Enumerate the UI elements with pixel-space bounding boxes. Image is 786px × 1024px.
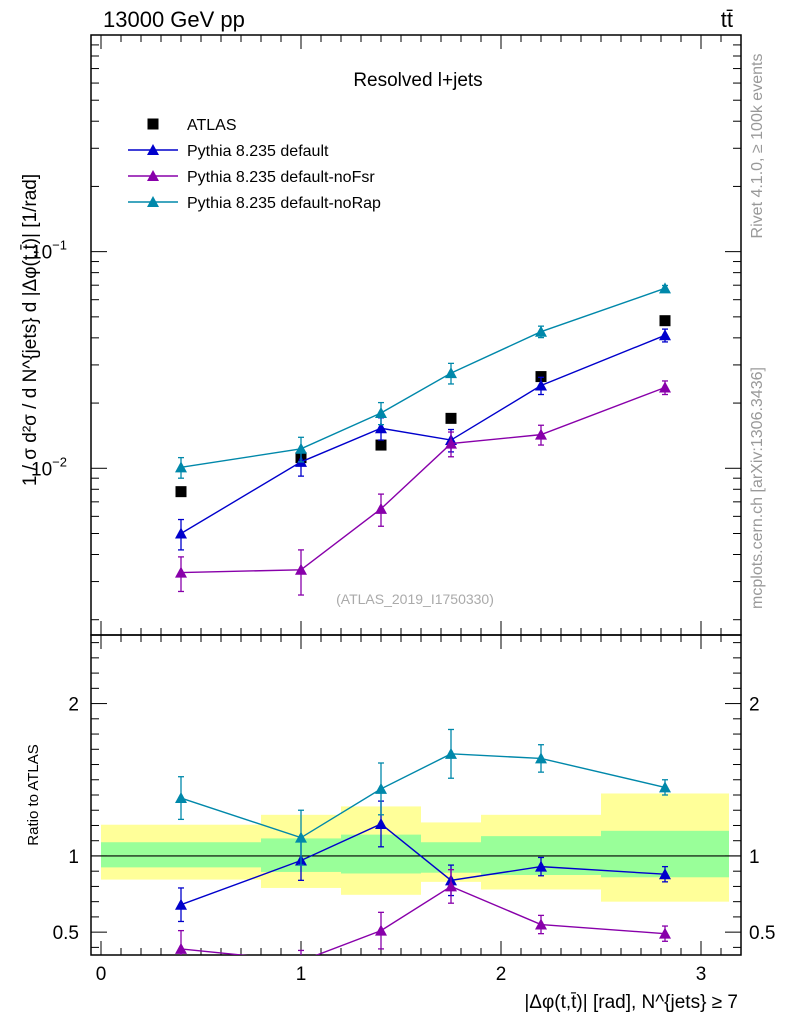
legend-marker <box>147 196 159 207</box>
ratio-series-noFsr <box>175 869 671 955</box>
data-point <box>535 325 547 337</box>
legend-label: Pythia 8.235 default-noFsr <box>187 169 375 186</box>
data-point <box>535 428 547 440</box>
legend-marker <box>147 170 159 181</box>
x-tick-label: 0 <box>96 964 107 985</box>
data-point <box>659 329 671 341</box>
data-point <box>375 406 387 418</box>
x-tick-label: 1 <box>296 964 307 985</box>
x-axis-label: |Δφ(t,t̄)| [rad], N^{jets} ≥ 7 <box>524 992 738 1013</box>
series-line <box>180 885 666 955</box>
data-point <box>175 566 187 578</box>
y-tick-exponent: −1 <box>52 238 67 253</box>
legend-label: Pythia 8.235 default-noRap <box>187 195 381 212</box>
ratio-y-tick-label: 1 <box>68 847 79 868</box>
data-point <box>445 880 457 892</box>
data-point <box>175 942 187 954</box>
ratio-y-axis-label: Ratio to ATLAS <box>25 744 42 845</box>
data-point <box>295 831 307 843</box>
data-point <box>659 781 671 793</box>
data-point <box>535 918 547 930</box>
data-point <box>445 367 457 379</box>
data-point <box>295 442 307 454</box>
series-line <box>180 334 666 535</box>
data-point <box>375 782 387 794</box>
data-point <box>445 412 457 424</box>
data-point <box>535 860 547 872</box>
data-point <box>295 563 307 575</box>
series-line <box>180 386 666 574</box>
main-series-noRap <box>175 282 671 479</box>
legend-label: ATLAS <box>187 117 237 134</box>
main-series-default <box>175 328 671 551</box>
data-point <box>659 868 671 880</box>
legend-marker <box>147 118 159 130</box>
ratio-bands-layer <box>101 793 729 902</box>
plot-title: Resolved l+jets <box>353 70 482 91</box>
series-layer <box>175 282 671 955</box>
main-y-axis-label: 1 / σ d²σ / d N^{jets} d |Δφ(t,t̄)| [1/r… <box>20 174 41 486</box>
legend-marker <box>147 144 159 155</box>
data-point <box>445 437 457 449</box>
data-point <box>535 371 547 383</box>
site-label: mcplots.cern.ch [arXiv:1306.3436] <box>749 367 766 609</box>
y-tick-label: 10−1 <box>31 238 67 264</box>
series-line <box>180 753 666 839</box>
ratio-y-tick-label-right: 2 <box>749 695 760 716</box>
data-point <box>375 817 387 829</box>
x-tick-label: 2 <box>496 964 507 985</box>
data-point <box>375 502 387 514</box>
legend: ATLAS Pythia 8.235 default Pythia 8.235 de… <box>128 117 381 212</box>
legend-label: Pythia 8.235 default <box>187 143 329 160</box>
series-line <box>180 287 666 469</box>
series-line <box>180 823 666 906</box>
data-point <box>445 747 457 759</box>
header-right: tt̄ <box>721 7 733 32</box>
ratio-band-inner <box>101 842 261 868</box>
analysis-label: (ATLAS_2019_I1750330) <box>336 591 494 607</box>
data-point <box>659 282 671 294</box>
data-point <box>175 898 187 910</box>
data-point <box>659 315 671 327</box>
ratio-series-default <box>175 800 671 923</box>
data-point <box>375 924 387 936</box>
y-tick-exponent: −2 <box>52 454 67 469</box>
data-point <box>175 792 187 804</box>
data-point <box>659 927 671 939</box>
data-point <box>535 752 547 764</box>
rivet-label: Rivet 4.1.0, ≥ 100k events <box>749 54 766 239</box>
data-point <box>375 439 387 451</box>
data-point <box>175 486 187 498</box>
data-point <box>659 381 671 393</box>
ratio-y-tick-label-right: 0.5 <box>749 923 775 944</box>
text-layer: 13000 GeV pp tt̄ Resolved l+jets (ATLAS_… <box>20 7 766 1013</box>
ratio-y-tick-label-right: 1 <box>749 847 760 868</box>
ratio-series-noRap <box>175 728 671 866</box>
data-point <box>175 461 187 473</box>
ratio-y-tick-label: 0.5 <box>53 923 79 944</box>
frames-layer: 0 1 2 310−110−20.5 0.51 12 2 <box>31 34 775 985</box>
main-series-noFsr <box>175 380 671 596</box>
data-point <box>535 379 547 391</box>
x-tick-label: 3 <box>696 964 707 985</box>
data-point <box>175 527 187 539</box>
header-left: 13000 GeV pp <box>103 7 245 32</box>
ratio-y-tick-label: 2 <box>68 695 79 716</box>
data-point <box>375 422 387 434</box>
